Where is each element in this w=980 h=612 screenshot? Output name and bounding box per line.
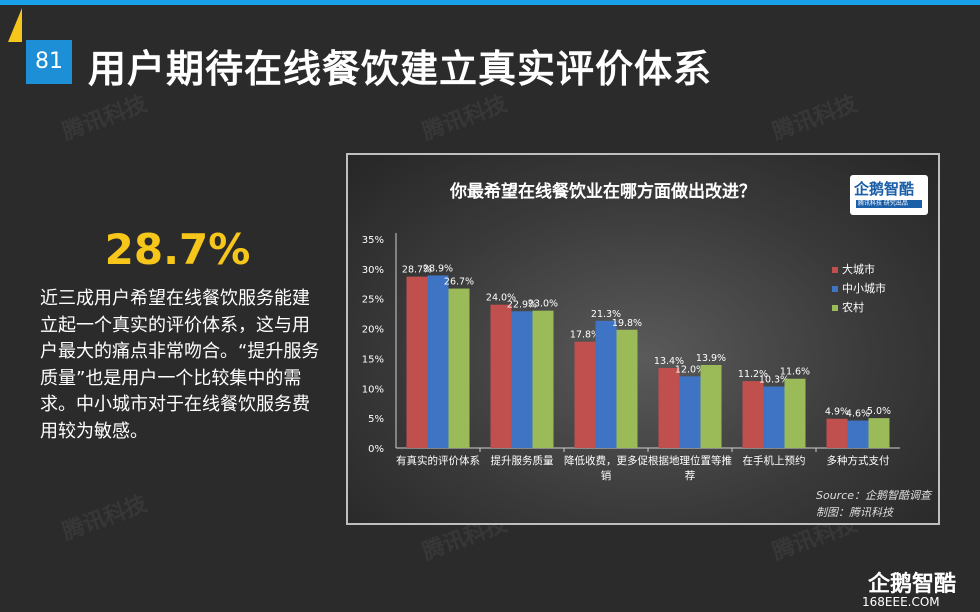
top-accent-bar: [0, 0, 980, 5]
y-tick-label: 35%: [362, 235, 384, 246]
bar-农村: [532, 310, 554, 448]
watermark: 腾讯科技: [769, 91, 861, 146]
y-tick-label: 15%: [362, 354, 384, 365]
data-label: 21.3%: [591, 309, 621, 320]
bar-中小城市: [847, 420, 869, 448]
data-label: 4.6%: [846, 409, 870, 420]
bar-大城市: [406, 276, 428, 448]
data-label: 5.0%: [867, 406, 891, 417]
data-label: 19.8%: [612, 318, 642, 329]
legend-swatch: [832, 267, 838, 273]
legend-swatch: [832, 305, 838, 311]
bar-农村: [616, 329, 638, 448]
bar-农村: [868, 418, 890, 448]
watermark: 腾讯科技: [419, 91, 511, 146]
x-tick-label: 有真实的评价体系: [396, 454, 480, 467]
bar-农村: [784, 378, 806, 448]
bar-大城市: [826, 418, 848, 448]
brand-logo: 企鹅智酷: [868, 572, 957, 597]
bar-农村: [700, 364, 722, 448]
highlight-percentage: 28.7%: [104, 225, 251, 274]
y-tick-label: 30%: [362, 265, 384, 276]
legend-swatch: [832, 286, 838, 292]
chart-title: 你最希望在线餐饮业在哪方面做出改进？: [450, 182, 756, 202]
qie-zhiku-logo: 企鹅智酷 腾讯科技 研究出品: [850, 175, 928, 215]
y-tick-label: 5%: [368, 414, 384, 425]
chart-panel: 你最希望在线餐饮业在哪方面做出改进？ 企鹅智酷 腾讯科技 研究出品 0% 5% 10…: [346, 153, 940, 525]
legend-label: 中小城市: [842, 281, 886, 295]
data-label: 4.9%: [825, 407, 849, 418]
data-label: 10.3%: [759, 374, 789, 385]
x-tick-label: 根据地理位置等推: [648, 454, 732, 467]
bar-中小城市: [427, 275, 449, 448]
bar-中小城市: [511, 311, 533, 448]
x-tick-label: 提升服务质量: [491, 454, 554, 467]
bar-中小城市: [595, 320, 617, 448]
data-label: 13.9%: [696, 353, 726, 364]
data-label: 11.6%: [780, 367, 810, 378]
bar-大城市: [490, 304, 512, 448]
bar-大城市: [742, 381, 764, 448]
data-label: 11.2%: [738, 369, 768, 380]
description-text: 近三成用户希望在线餐饮服务能建立起一个真实的评价体系，这与用户最大的痛点非常吻合…: [40, 288, 320, 442]
data-label: 28.7%: [402, 265, 432, 276]
page-number: 81: [26, 40, 72, 84]
x-tick-label: 销: [601, 469, 612, 482]
bar-chart: 0% 5% 10% 15% 20% 25% 30% 35% 28.7%28.9% 26.7% 有真实…: [362, 233, 900, 482]
logo-bar: [856, 200, 922, 208]
bar-农村: [448, 288, 470, 448]
watermark: 腾讯科技: [59, 491, 151, 546]
y-tick-label: 25%: [362, 295, 384, 306]
data-label: 23.0%: [528, 299, 558, 310]
logo-subtext: 腾讯科技 研究出品: [858, 200, 908, 207]
x-tick-label: 荐: [685, 470, 696, 482]
bar-中小城市: [763, 386, 785, 448]
logo-text: 企鹅智酷: [854, 180, 915, 198]
watermark: 腾讯科技: [59, 91, 151, 146]
bar-中小城市: [679, 376, 701, 448]
y-tick-label: 10%: [362, 384, 384, 395]
chart-source: Source：企鹅智酷调查: [816, 489, 932, 502]
x-tick-label: 在手机上预约: [743, 454, 806, 467]
chart-credit: 制图：腾讯科技: [816, 506, 893, 519]
data-label: 26.7%: [444, 277, 474, 288]
data-label: 22.9%: [507, 299, 537, 310]
page-title: 用户期待在线餐饮建立真实评价体系: [88, 47, 713, 91]
legend-label: 大城市: [842, 262, 875, 276]
yellow-accent-shape: [8, 8, 22, 42]
legend-label: 农村: [842, 300, 864, 314]
x-tick-label: 多种方式支付: [827, 454, 890, 467]
x-tick-label: 降低收费，更多促: [564, 454, 648, 467]
bar-大城市: [658, 367, 680, 448]
brand-url: 168EEE.COM: [862, 595, 940, 609]
y-tick-label: 0%: [368, 444, 384, 455]
data-label: 24.0%: [486, 293, 516, 304]
data-label: 13.4%: [654, 356, 684, 367]
bar-大城市: [574, 341, 596, 448]
data-label: 28.9%: [423, 263, 453, 274]
data-label: 17.8%: [570, 330, 600, 341]
y-tick-label: 20%: [362, 325, 384, 336]
data-label: 12.0%: [675, 364, 705, 375]
